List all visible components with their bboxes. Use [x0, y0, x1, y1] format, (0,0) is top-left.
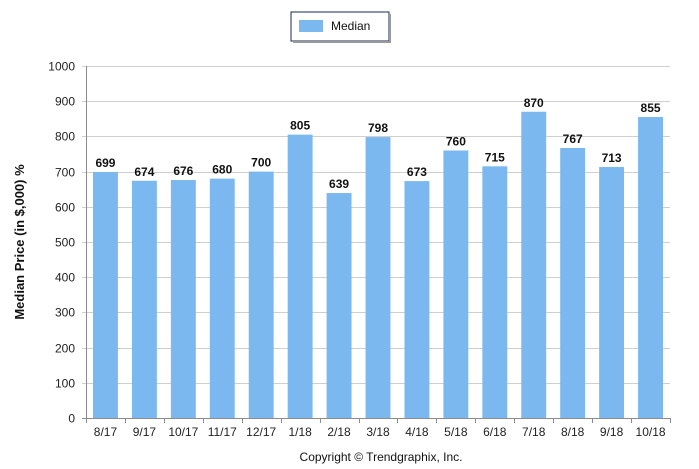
data-label: 798: [368, 121, 388, 135]
bar: [560, 148, 586, 419]
data-labels: 699 674 676 680 700 805 639 798 673 760 715 870 767 7…: [95, 96, 660, 191]
y-tick-label: 700: [55, 166, 75, 180]
bar: [93, 171, 118, 418]
y-tick-label: 0: [68, 412, 75, 426]
y-tick-label: 900: [55, 95, 75, 109]
data-label: 760: [446, 134, 466, 148]
data-label: 699: [95, 156, 115, 170]
bar: [248, 171, 274, 418]
y-tick-label: 800: [55, 130, 75, 144]
x-tick-label: 11/17: [208, 425, 237, 439]
legend-swatch: [299, 20, 323, 32]
y-tick-label: 400: [55, 271, 75, 285]
y-tick-label: 500: [55, 236, 75, 250]
bar: [287, 134, 313, 418]
bar: [638, 117, 663, 418]
bar: [482, 166, 508, 418]
y-tick-label: 100: [55, 377, 75, 391]
x-tick-label: 12/17: [246, 425, 276, 439]
data-label: 680: [212, 163, 232, 177]
y-tick-label: 600: [55, 201, 75, 215]
bar: [326, 193, 352, 418]
bar: [404, 181, 430, 418]
data-label: 674: [134, 165, 154, 179]
bar: [521, 111, 547, 418]
legend-frame-shadow-bottom: [293, 41, 391, 43]
x-tick-label: 7/18: [522, 425, 546, 439]
y-tick-label: 300: [55, 306, 75, 320]
x-tick-label: 5/18: [444, 425, 468, 439]
data-label: 715: [485, 150, 505, 164]
data-label: 870: [524, 96, 544, 110]
bar: [443, 150, 469, 419]
data-label: 855: [641, 101, 661, 115]
legend: Median: [290, 11, 391, 43]
data-label: 805: [290, 119, 310, 133]
y-axis-title: Median Price (in $,000) %: [12, 164, 27, 320]
y-tick-label: 200: [55, 342, 75, 356]
data-label: 700: [251, 156, 271, 170]
x-tick-label: 4/18: [405, 425, 429, 439]
legend-frame-shadow-right: [389, 14, 391, 43]
bar: [365, 137, 391, 418]
x-tick-label: 3/18: [366, 425, 390, 439]
axes: 0 100 200 300 400 500 600 700 800 900 1000 8/17 9/17…: [48, 60, 671, 439]
bar: [170, 180, 196, 418]
bar: [599, 167, 625, 418]
data-label: 676: [173, 164, 193, 178]
y-tick-label: 1000: [48, 60, 75, 74]
bar: [131, 180, 157, 418]
copyright-text: Copyright © Trendgraphix, Inc.: [300, 450, 463, 464]
data-label: 639: [329, 177, 349, 191]
x-tick-label: 9/17: [133, 425, 157, 439]
x-tick-label: 10/17: [168, 425, 198, 439]
x-tick-label: 6/18: [483, 425, 507, 439]
x-tick-label: 2/18: [327, 425, 351, 439]
x-tick-label: 1/18: [288, 425, 312, 439]
data-label: 767: [563, 132, 583, 146]
bar: [209, 178, 235, 418]
x-tick-label: 10/18: [636, 425, 666, 439]
bars: [93, 111, 663, 419]
x-tick-label: 8/18: [561, 425, 585, 439]
data-label: 713: [602, 151, 622, 165]
x-tick-label: 8/17: [94, 425, 118, 439]
x-tick-label: 9/18: [600, 425, 624, 439]
legend-label: Median: [331, 19, 370, 33]
data-label: 673: [407, 165, 427, 179]
